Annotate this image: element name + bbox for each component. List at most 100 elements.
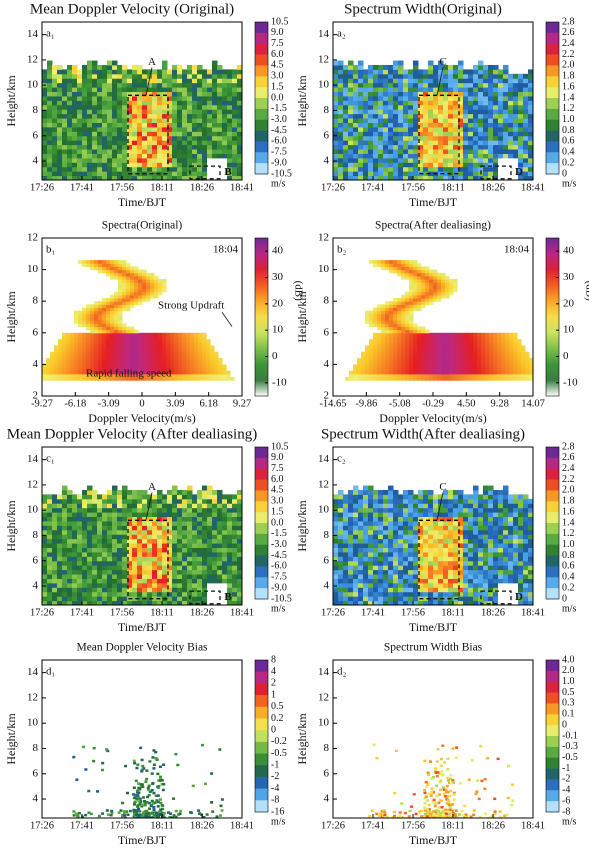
cell [157, 74, 163, 79]
cell [463, 127, 469, 132]
cell [498, 74, 504, 79]
cell [147, 114, 153, 119]
cell [142, 109, 148, 114]
panel-label: a₂ [337, 28, 346, 40]
cell [86, 352, 91, 356]
cell [445, 342, 450, 346]
cell [523, 87, 529, 92]
cell [232, 171, 238, 176]
cell [477, 377, 482, 381]
cell [138, 295, 143, 299]
cell [503, 167, 509, 172]
cell [126, 270, 131, 274]
cell [417, 364, 422, 368]
cell [363, 127, 369, 132]
cell [107, 583, 113, 588]
cell [187, 503, 193, 508]
cell [217, 96, 223, 101]
cell [182, 74, 188, 79]
cell [498, 153, 504, 158]
cell [503, 153, 509, 158]
cell [381, 349, 386, 353]
cell [107, 596, 113, 601]
cell [505, 368, 510, 372]
cell [214, 355, 219, 359]
cell [403, 167, 409, 172]
cell [448, 96, 454, 101]
cell [438, 127, 444, 132]
cell [172, 486, 178, 491]
cell [146, 342, 151, 346]
cell [497, 361, 502, 365]
cell [102, 333, 107, 337]
cell [137, 578, 143, 583]
cell [501, 355, 506, 359]
cell [142, 140, 148, 145]
cell [82, 114, 88, 119]
cell [118, 298, 123, 302]
cell [114, 342, 119, 346]
cell [52, 565, 58, 570]
cell [107, 494, 113, 499]
cell [106, 320, 111, 324]
cell [441, 276, 446, 280]
cell [222, 78, 228, 83]
cell [473, 352, 478, 356]
cell [393, 162, 399, 167]
y-tick-label: 6 [324, 129, 330, 141]
cell [338, 140, 344, 145]
cell [147, 167, 153, 172]
cell [57, 547, 63, 552]
cell [423, 136, 429, 141]
cell [77, 592, 83, 597]
cell [373, 122, 379, 127]
cell [401, 349, 406, 353]
cell [158, 345, 163, 349]
cell [57, 556, 63, 561]
heatmap [42, 486, 243, 606]
cell [182, 374, 187, 378]
cell [150, 276, 155, 280]
cell [146, 285, 151, 289]
cell [174, 352, 179, 356]
cell [182, 100, 188, 105]
cell [197, 78, 203, 83]
cell [445, 371, 450, 375]
cell [433, 153, 439, 158]
cell [82, 345, 87, 349]
cell [192, 145, 198, 150]
cell [106, 298, 111, 302]
cell [338, 69, 344, 74]
cell [182, 83, 188, 88]
cell [383, 127, 389, 132]
cell [122, 171, 128, 176]
cell [162, 285, 167, 289]
cell [98, 336, 103, 340]
cell [468, 92, 474, 97]
cell [433, 368, 438, 372]
cell [403, 109, 409, 114]
cell [358, 114, 364, 119]
cell [118, 292, 123, 296]
cell [107, 149, 113, 154]
cell [178, 361, 183, 365]
cell [78, 352, 83, 356]
cell [110, 342, 115, 346]
cell [498, 109, 504, 114]
cell [222, 371, 227, 375]
cell [478, 118, 484, 123]
cell [137, 83, 143, 88]
cell [162, 162, 168, 167]
cell [57, 570, 63, 575]
cell [62, 361, 67, 365]
cell [90, 308, 95, 312]
cell [138, 298, 143, 302]
cell [92, 561, 98, 566]
cell [152, 127, 158, 132]
cell [57, 587, 63, 592]
cell [187, 105, 193, 110]
cell [441, 339, 446, 343]
cell [87, 171, 93, 176]
cell [117, 105, 123, 110]
cell [385, 345, 390, 349]
